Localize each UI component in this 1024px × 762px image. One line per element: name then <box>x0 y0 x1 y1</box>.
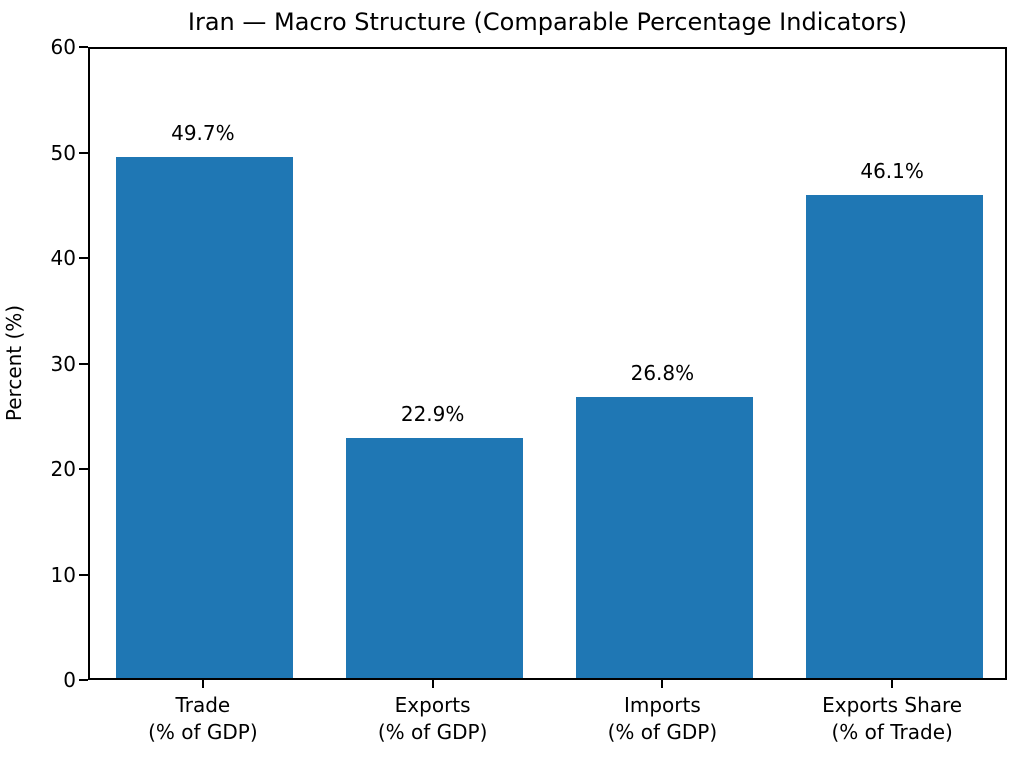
x-category-label-line1: Imports <box>623 693 701 717</box>
bar-exports-share <box>805 194 983 678</box>
y-tick-mark <box>79 573 88 576</box>
y-tick-label: 0 <box>63 668 76 692</box>
bar-value-label: 46.1% <box>860 158 924 183</box>
y-tick-label: 10 <box>50 562 76 587</box>
y-tick-mark <box>79 257 88 259</box>
x-category-label-line2: (% of GDP) <box>148 720 258 744</box>
x-tick-mark <box>891 680 894 688</box>
bar-imports <box>575 397 753 678</box>
x-category-label: Trade (% of GDP) <box>148 692 258 746</box>
plot-area <box>88 47 1007 680</box>
y-tick-mark <box>79 362 88 365</box>
x-tick-mark <box>201 680 204 688</box>
x-category-label-line2: (% of Trade) <box>831 720 953 744</box>
bar-value-label: 22.9% <box>400 401 465 426</box>
y-tick-label: 50 <box>50 140 76 165</box>
y-tick-label: 40 <box>50 246 76 270</box>
y-tick-label: 60 <box>50 35 76 59</box>
y-tick-mark <box>79 468 88 470</box>
y-tick-mark <box>79 679 88 681</box>
y-tick-mark <box>79 46 88 48</box>
x-tick-mark <box>431 680 434 688</box>
bar-exports <box>346 437 524 678</box>
x-category-label-line1: Trade <box>175 693 231 717</box>
x-category-label: Imports (% of GDP) <box>608 692 718 746</box>
x-category-label-line1: Exports Share <box>822 693 963 717</box>
bar-trade <box>116 156 294 678</box>
bar-value-label: 26.8% <box>630 361 695 386</box>
x-tick-mark <box>661 680 664 688</box>
x-category-label: Exports Share (% of Trade) <box>822 692 962 746</box>
y-tick-mark <box>79 151 88 154</box>
bar-value-label: 49.7% <box>171 120 235 145</box>
y-tick-label: 30 <box>50 351 76 376</box>
x-category-label-line2: (% of GDP) <box>377 720 488 744</box>
x-category-label-line2: (% of GDP) <box>607 720 718 744</box>
x-category-label-line1: Exports <box>394 693 471 717</box>
chart-title: Iran — Macro Structure (Comparable Perce… <box>187 8 908 36</box>
y-tick-label: 20 <box>50 457 76 481</box>
x-category-label: Exports (% of GDP) <box>378 692 488 746</box>
